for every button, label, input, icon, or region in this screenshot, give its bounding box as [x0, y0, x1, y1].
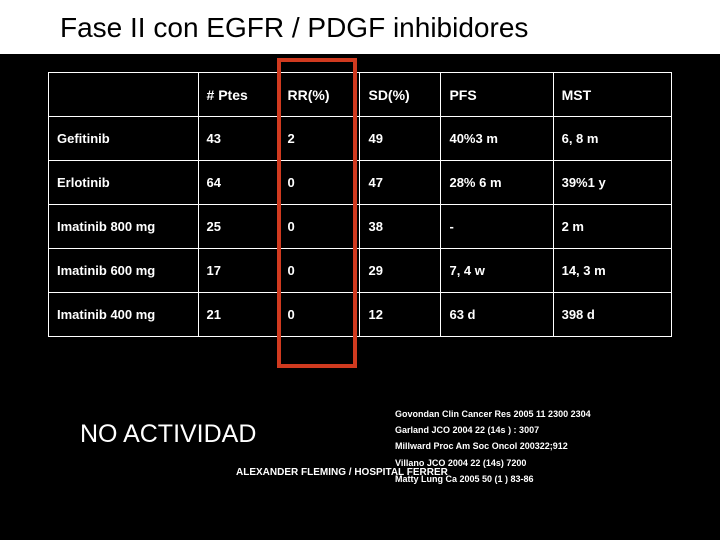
cell: 40%3 m — [441, 117, 553, 161]
table-header — [49, 73, 199, 117]
cell: 0 — [279, 293, 360, 337]
table-row: Imatinib 600 mg 17 0 29 7, 4 w 14, 3 m — [49, 249, 672, 293]
cell: 14, 3 m — [553, 249, 671, 293]
cell: 17 — [198, 249, 279, 293]
table-header: # Ptes — [198, 73, 279, 117]
cell: Imatinib 800 mg — [49, 205, 199, 249]
cell: 64 — [198, 161, 279, 205]
cell: 12 — [360, 293, 441, 337]
cell: 2 m — [553, 205, 671, 249]
cell: 25 — [198, 205, 279, 249]
cell: 7, 4 w — [441, 249, 553, 293]
cell: 49 — [360, 117, 441, 161]
cell: 38 — [360, 205, 441, 249]
cell: 0 — [279, 205, 360, 249]
table-container: # Ptes RR(%) SD(%) PFS MST Gefitinib 43 … — [48, 72, 672, 337]
cell: Imatinib 600 mg — [49, 249, 199, 293]
cell: Erlotinib — [49, 161, 199, 205]
table-row: Gefitinib 43 2 49 40%3 m 6, 8 m — [49, 117, 672, 161]
table-header: SD(%) — [360, 73, 441, 117]
data-table: # Ptes RR(%) SD(%) PFS MST Gefitinib 43 … — [48, 72, 672, 337]
cell: 2 — [279, 117, 360, 161]
cell: 47 — [360, 161, 441, 205]
cell: 28% 6 m — [441, 161, 553, 205]
cell: 29 — [360, 249, 441, 293]
reference-line: Govondan Clin Cancer Res 2005 11 2300 23… — [395, 406, 591, 422]
table-header: RR(%) — [279, 73, 360, 117]
table-row: Imatinib 800 mg 25 0 38 - 2 m — [49, 205, 672, 249]
no-activity-label: NO ACTIVIDAD — [80, 420, 256, 449]
table-row: Imatinib 400 mg 21 0 12 63 d 398 d — [49, 293, 672, 337]
table-row: Erlotinib 64 0 47 28% 6 m 39%1 y — [49, 161, 672, 205]
cell: 0 — [279, 249, 360, 293]
cell: 398 d — [553, 293, 671, 337]
reference-line: Millward Proc Am Soc Oncol 200322;912 — [395, 438, 591, 454]
cell: - — [441, 205, 553, 249]
slide-title: Fase II con EGFR / PDGF inhibidores — [0, 0, 720, 54]
cell: 6, 8 m — [553, 117, 671, 161]
cell: Gefitinib — [49, 117, 199, 161]
cell: 21 — [198, 293, 279, 337]
cell: 39%1 y — [553, 161, 671, 205]
cell: 0 — [279, 161, 360, 205]
cell: 63 d — [441, 293, 553, 337]
cell: 43 — [198, 117, 279, 161]
reference-line: Garland JCO 2004 22 (14s ) : 3007 — [395, 422, 591, 438]
table-header: MST — [553, 73, 671, 117]
footer-text: ALEXANDER FLEMING / HOSPITAL FERRER — [236, 467, 448, 478]
cell: Imatinib 400 mg — [49, 293, 199, 337]
table-header-row: # Ptes RR(%) SD(%) PFS MST — [49, 73, 672, 117]
table-header: PFS — [441, 73, 553, 117]
